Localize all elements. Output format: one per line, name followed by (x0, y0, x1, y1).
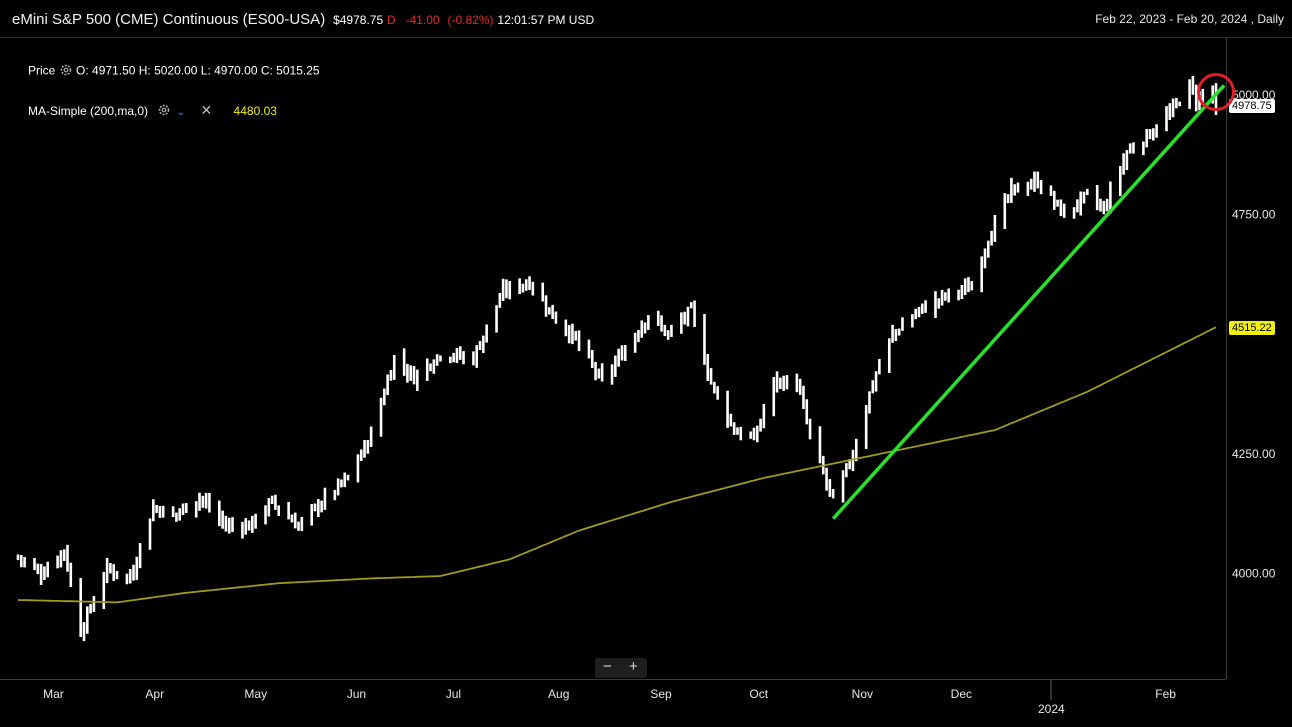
x-tick-label: Jun (347, 687, 366, 701)
ma-value: 4480.03 (233, 104, 277, 118)
x-tick-label: Feb (1155, 687, 1176, 701)
gear-icon[interactable] (59, 63, 73, 80)
ma-legend: MA-Simple (200,ma,0) ⌄ ✕ 4480.03 (28, 102, 277, 120)
close-icon[interactable]: ✕ (200, 102, 213, 118)
trend-line (831, 84, 1226, 520)
ma-price-tag: 4515.22 (1229, 321, 1275, 335)
price-legend: Price O: 4971.50 H: 5020.00 L: 4970.00 C… (28, 63, 320, 80)
price-change-pct: (-0.82%) (447, 13, 494, 27)
zoom-out-button[interactable]: − (603, 658, 612, 675)
x-tick-label: Oct (749, 687, 768, 701)
ma-line (17, 326, 1217, 604)
quote-time: 12:01:57 PM USD (497, 13, 595, 27)
symbol-info: eMini S&P 500 (CME) Continuous (ES00-USA… (12, 11, 594, 28)
chevron-down-icon[interactable]: ⌄ (176, 107, 186, 118)
x-tick-label: Aug (548, 687, 569, 701)
ma-label: MA-Simple (200,ma,0) (28, 104, 149, 118)
price-change: -41.00 (405, 13, 440, 27)
x-tick-label: Sep (650, 687, 672, 701)
y-tick-label: 4000.00 (1232, 567, 1276, 581)
ohlc-values: O: 4971.50 H: 5020.00 L: 4970.00 C: 5015… (76, 63, 320, 78)
highlight-circle (1197, 73, 1235, 111)
x-tick-label: Dec (951, 687, 972, 701)
x-tick-label: Jul (446, 687, 461, 701)
y-axis (1226, 38, 1227, 679)
y-tick-label: 4750.00 (1232, 208, 1276, 222)
y-tick-label: 4250.00 (1232, 447, 1276, 461)
x-tick-label: 2024 (1038, 702, 1065, 716)
date-range[interactable]: Feb 22, 2023 - Feb 20, 2024 , Daily (1095, 12, 1284, 26)
x-axis (0, 679, 1226, 680)
chart-header: eMini S&P 500 (CME) Continuous (ES00-USA… (0, 0, 1292, 38)
x-tick-label: May (244, 687, 267, 701)
price-label: Price (28, 63, 56, 78)
x-tick-label: Nov (852, 687, 873, 701)
last-price-tag: 4978.75 (1229, 99, 1275, 113)
x-tick-label: Apr (145, 687, 164, 701)
change-flag: D (387, 13, 396, 27)
x-tick-label: Mar (43, 687, 64, 701)
symbol-title[interactable]: eMini S&P 500 (CME) Continuous (ES00-USA… (12, 11, 326, 28)
last-price: $4978.75 (333, 13, 384, 27)
zoom-in-button[interactable]: + (629, 658, 638, 675)
zoom-control: − + (595, 658, 647, 678)
gear-icon[interactable] (157, 103, 171, 120)
